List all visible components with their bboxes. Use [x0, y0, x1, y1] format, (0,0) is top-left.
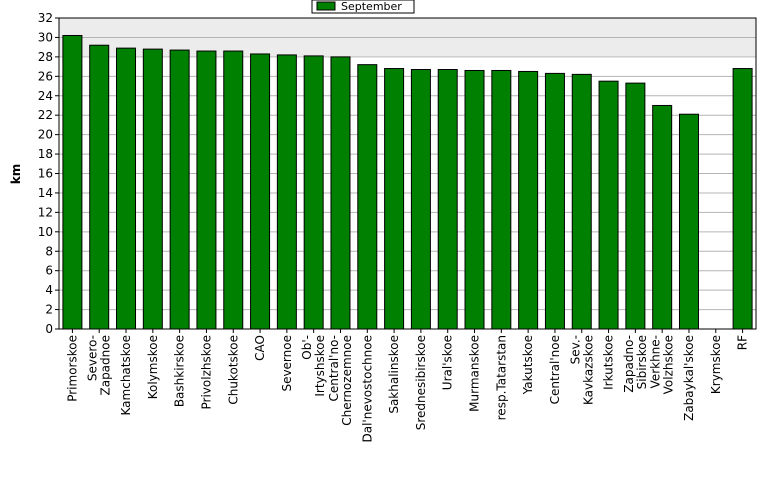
bar: [116, 47, 137, 330]
y-tick-label: 30: [38, 30, 53, 44]
x-tick-label: Kamchatskoe: [119, 335, 133, 415]
bar: [410, 69, 431, 330]
bar: [276, 54, 297, 330]
y-tick-label: 10: [38, 225, 53, 239]
bar-series: [62, 34, 753, 330]
bar: [303, 55, 324, 330]
y-tick-label: 2: [45, 303, 53, 317]
bar: [625, 82, 646, 330]
x-tick-label: Ob'-: [300, 335, 314, 360]
x-tick-label: Ural'skoe: [441, 335, 455, 390]
x-tick-label: Verkhne-: [649, 335, 663, 388]
x-tick-label: Zabaykal'skoe: [682, 335, 696, 421]
y-tick-label: 14: [38, 186, 53, 200]
bar: [357, 64, 378, 330]
x-axis: Primorskoe Severo- Zapadnoe Kamchatskoe Koly…: [65, 329, 750, 443]
x-tick-label: Primorskoe: [65, 335, 79, 402]
bar: [384, 68, 405, 330]
bar: [89, 44, 110, 330]
x-tick-label: Sakhalinskoe: [387, 335, 401, 414]
x-tick-label: Zapadnoe: [99, 335, 113, 396]
bar: [598, 80, 619, 330]
x-tick-label: Kolymskoe: [146, 335, 160, 399]
bar: [62, 34, 83, 330]
x-tick-label: Kavkazskoe: [581, 335, 595, 405]
x-tick-label: Murmanskoe: [468, 335, 482, 412]
x-tick-label: Krymskoe: [709, 335, 723, 394]
bar: [196, 50, 217, 330]
x-tick-label: Central'noe: [548, 335, 562, 404]
y-axis-label: km: [9, 164, 23, 184]
y-tick-label: 24: [38, 89, 53, 103]
x-tick-label: Sibirskoe: [635, 335, 649, 389]
bar: [732, 68, 753, 330]
bar: [169, 49, 190, 330]
bar: [142, 48, 163, 330]
x-tick-label: Dal'nevostochnoe: [360, 335, 374, 443]
legend-swatch: [316, 1, 336, 11]
bar: [678, 113, 699, 330]
x-tick-label: Irtyshskoe: [313, 335, 327, 397]
x-tick-label: Bashkirskoe: [173, 335, 187, 407]
bar: [464, 69, 485, 330]
x-tick-label: Severo-: [86, 335, 100, 381]
y-tick-label: 26: [38, 69, 53, 83]
y-tick-label: 6: [45, 264, 53, 278]
x-tick-label: Irkutskoe: [602, 335, 616, 390]
bar: [544, 72, 565, 330]
bar: [652, 104, 673, 330]
x-tick-label: CAO: [253, 335, 267, 361]
bar: [250, 53, 271, 330]
y-tick-label: 22: [38, 108, 53, 122]
y-tick-label: 28: [38, 50, 53, 64]
bar: [437, 69, 458, 330]
y-tick-label: 18: [38, 147, 53, 161]
y-tick-label: 0: [45, 322, 53, 336]
legend: September: [311, 0, 415, 14]
x-tick-label: Zapadno-: [622, 335, 636, 393]
y-tick-label: 4: [45, 283, 53, 297]
x-tick-label: resp.Tatarstan: [494, 335, 508, 420]
x-tick-label: Central'no-: [327, 335, 341, 402]
x-tick-label: Yakutskoe: [521, 335, 535, 395]
x-tick-label: Sev.-: [568, 335, 582, 364]
bar: [330, 56, 351, 330]
x-tick-label: Srednesibirskoe: [414, 335, 428, 430]
y-tick-label: 8: [45, 244, 53, 258]
x-tick-label: Chernozemnoe: [340, 335, 354, 426]
bar: [571, 73, 592, 330]
x-tick-label: Chukotskoe: [226, 335, 240, 405]
legend-label-september: September: [341, 0, 402, 13]
legend-box: [311, 0, 415, 14]
bar: [491, 69, 512, 330]
y-tick-label: 12: [38, 205, 53, 219]
bar: [518, 70, 539, 330]
x-tick-label: RF: [736, 335, 750, 350]
y-tick-label: 16: [38, 167, 53, 181]
y-tick-label: 32: [38, 11, 53, 25]
x-tick-label: Severnoe: [280, 335, 294, 392]
bar: [223, 50, 244, 330]
x-tick-label: Privolzhskoe: [199, 335, 213, 409]
y-tick-label: 20: [38, 128, 53, 142]
x-tick-label: Volzhskoe: [662, 335, 676, 394]
